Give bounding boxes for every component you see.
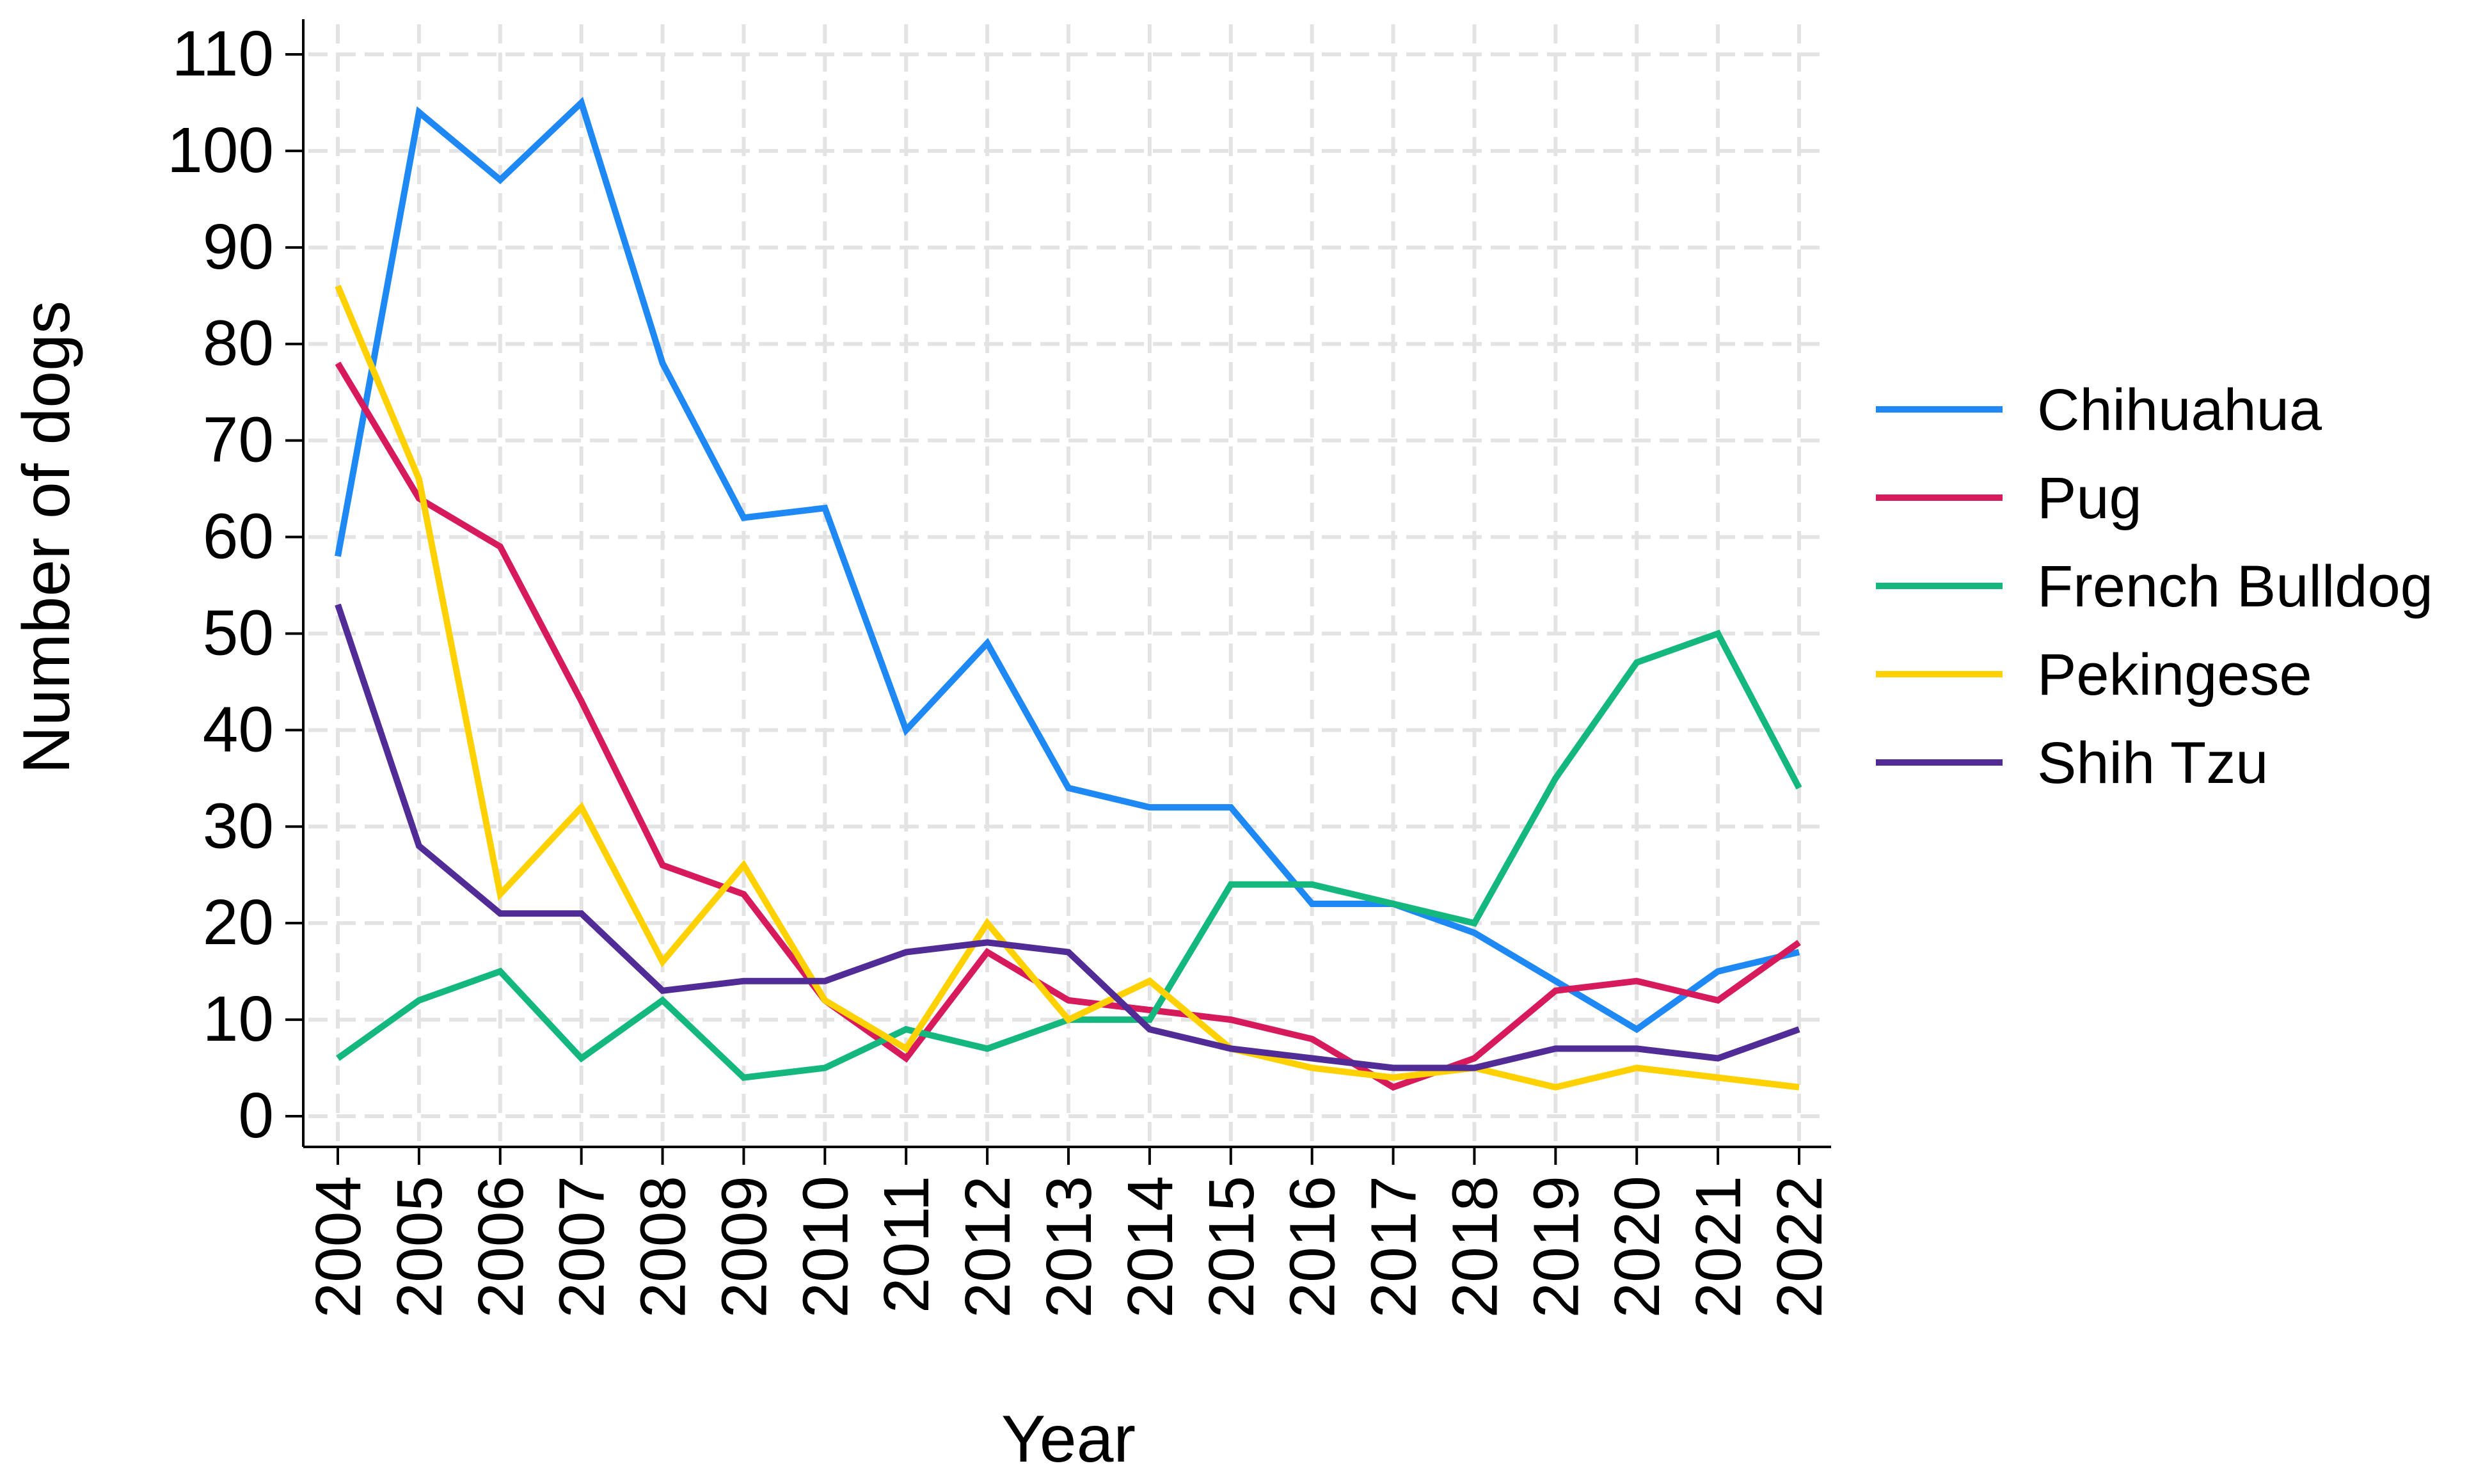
x-axis-title: Year [1001,1402,1136,1476]
x-tick-label: 2010 [790,1176,861,1318]
x-tick-label: 2016 [1277,1176,1349,1318]
series-line-chihuahua [335,97,1800,1034]
y-tick-label: 80 [203,308,274,379]
series-lines [335,97,1802,1091]
y-tick-label: 10 [203,983,274,1055]
y-tick-label: 110 [172,18,274,90]
y-tick-label: 60 [203,501,274,572]
x-tick-label: 2009 [708,1176,780,1318]
legend-label: Shih Tzu [2037,730,2268,796]
y-tick-label: 20 [203,887,274,958]
y-tick-label: 100 [167,114,274,186]
legend-label: Pug [2037,466,2142,531]
y-tick-label: 30 [203,790,274,862]
x-tick-label: 2004 [303,1176,374,1318]
x-tick-label: 2007 [546,1176,618,1318]
legend-label: Chihuahua [2037,377,2322,443]
x-tick-label: 2022 [1764,1176,1836,1318]
x-tick-label: 2020 [1601,1176,1673,1318]
x-tick-label: 2006 [465,1176,537,1318]
x-tick-label: 2021 [1683,1176,1754,1318]
legend-label: French Bulldog [2037,554,2433,619]
axes [302,19,1831,1148]
x-tick-label: 2017 [1358,1176,1430,1318]
y-tick-label: 90 [203,211,274,283]
series-line-pekingese [335,285,1800,1091]
grid-lines [308,24,1826,1142]
x-tick-label: 2005 [384,1176,456,1318]
y-tick-label: 0 [238,1080,274,1151]
y-axis-title: Number of dogs [10,301,84,774]
y-tick-label: 40 [203,693,274,765]
x-tick-label: 2013 [1033,1176,1105,1318]
x-tick-label: 2011 [871,1176,942,1313]
series-line-pug [335,361,1801,1091]
y-tick-label: 70 [203,404,274,476]
x-tick-label: 2019 [1520,1176,1592,1318]
legend: Chihuahua Pug French Bulldog Pekingese Shih … [1876,377,2433,796]
legend-label: Pekingese [2037,642,2312,707]
x-tick-label: 2014 [1115,1176,1186,1318]
x-tick-label: 2015 [1196,1176,1267,1318]
x-tick-label: 2008 [628,1176,699,1318]
x-tick-label: 2018 [1439,1176,1511,1318]
series-line-shih-tzu [335,603,1800,1071]
x-tick-label: 2012 [952,1176,1024,1318]
y-tick-label: 50 [203,597,274,668]
